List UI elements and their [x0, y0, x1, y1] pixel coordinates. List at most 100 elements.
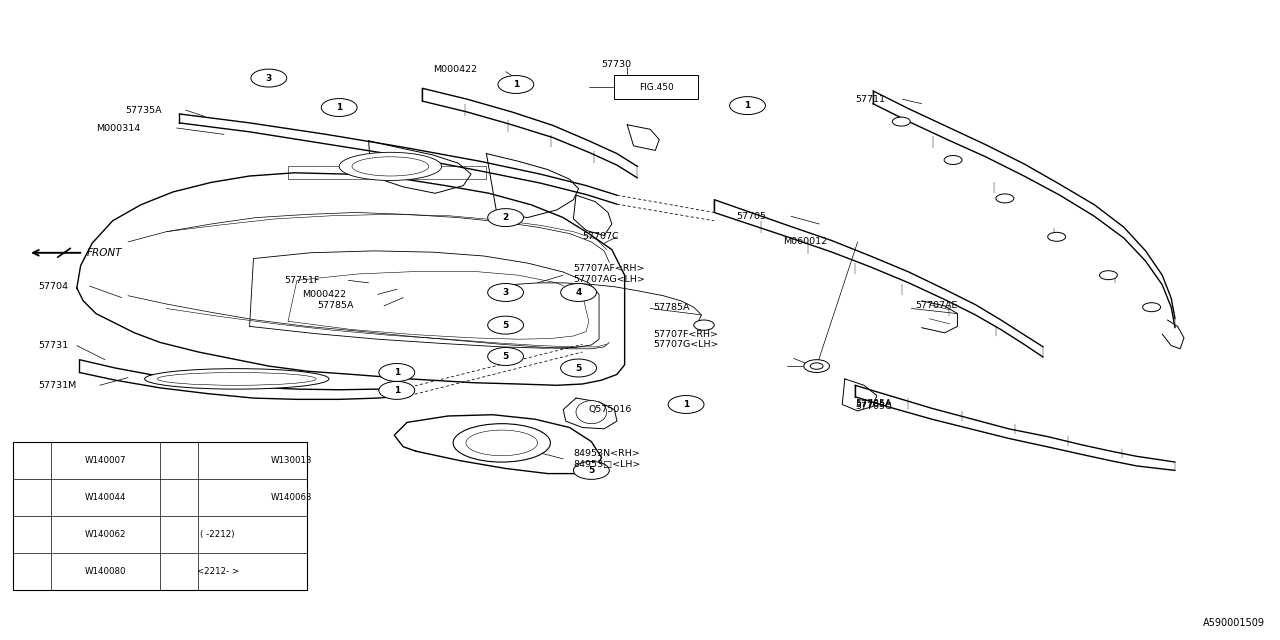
Circle shape	[488, 209, 524, 227]
Text: M000314: M000314	[96, 124, 141, 132]
Circle shape	[573, 461, 609, 479]
Text: 1: 1	[745, 101, 750, 110]
Text: 57785A: 57785A	[855, 399, 892, 408]
Circle shape	[201, 452, 234, 468]
Circle shape	[500, 216, 512, 222]
Circle shape	[385, 367, 408, 378]
Circle shape	[494, 213, 517, 225]
Circle shape	[488, 316, 524, 334]
Text: Q575016: Q575016	[589, 405, 632, 414]
Text: 1: 1	[394, 368, 399, 377]
Circle shape	[500, 289, 512, 296]
Text: M000422: M000422	[302, 290, 346, 299]
Circle shape	[201, 489, 234, 506]
Circle shape	[385, 385, 408, 396]
Text: A590001509: A590001509	[1203, 618, 1265, 628]
Circle shape	[810, 363, 823, 369]
Text: 57730: 57730	[602, 60, 632, 68]
Text: 5: 5	[503, 321, 508, 330]
Text: 3: 3	[29, 530, 35, 539]
Circle shape	[328, 102, 351, 113]
Circle shape	[1143, 303, 1161, 312]
Circle shape	[321, 99, 357, 116]
Circle shape	[945, 156, 963, 164]
Ellipse shape	[576, 401, 607, 424]
Text: M060012: M060012	[783, 237, 827, 246]
Circle shape	[494, 351, 517, 362]
Circle shape	[694, 320, 714, 330]
Circle shape	[488, 348, 524, 365]
Circle shape	[257, 72, 280, 84]
Ellipse shape	[145, 369, 329, 389]
Circle shape	[742, 104, 753, 110]
Circle shape	[681, 402, 692, 408]
Text: M000422: M000422	[433, 65, 476, 74]
Text: 57707F<RH>: 57707F<RH>	[653, 330, 718, 339]
Circle shape	[736, 101, 759, 113]
Text: 1: 1	[394, 386, 399, 395]
Text: 5: 5	[503, 352, 508, 361]
Text: 4: 4	[215, 456, 220, 465]
Circle shape	[498, 76, 534, 93]
Text: W140062: W140062	[84, 530, 127, 539]
Text: 84953□<LH>: 84953□<LH>	[573, 460, 641, 468]
Text: 57731: 57731	[38, 341, 69, 350]
Text: W140080: W140080	[84, 567, 127, 576]
Text: 1: 1	[513, 80, 518, 89]
Text: 4: 4	[576, 288, 581, 297]
Circle shape	[251, 69, 287, 87]
Circle shape	[504, 79, 527, 90]
Circle shape	[1048, 232, 1066, 241]
Text: 57707G<LH>: 57707G<LH>	[653, 340, 718, 349]
Circle shape	[561, 284, 596, 301]
Circle shape	[996, 194, 1014, 203]
Text: 84953N<RH>: 84953N<RH>	[573, 449, 640, 458]
Circle shape	[392, 370, 402, 375]
Circle shape	[379, 364, 415, 381]
Circle shape	[567, 362, 590, 374]
Bar	[13, 442, 307, 590]
Ellipse shape	[157, 372, 316, 385]
Text: FIG.450: FIG.450	[639, 83, 675, 92]
Circle shape	[379, 381, 415, 399]
Text: 3: 3	[266, 74, 271, 83]
Circle shape	[334, 105, 346, 111]
Text: 5: 5	[576, 364, 581, 372]
Text: 57705C: 57705C	[855, 402, 892, 411]
Text: 57707C: 57707C	[582, 232, 620, 241]
Ellipse shape	[352, 157, 429, 176]
Circle shape	[500, 323, 512, 328]
Text: 3: 3	[503, 288, 508, 297]
Text: 57785A: 57785A	[317, 301, 355, 310]
Circle shape	[573, 365, 585, 371]
Text: W140007: W140007	[84, 456, 127, 465]
Text: 57705: 57705	[736, 212, 765, 221]
Text: 1: 1	[337, 103, 342, 112]
Circle shape	[15, 526, 49, 543]
Circle shape	[15, 489, 49, 506]
Circle shape	[488, 284, 524, 301]
Circle shape	[573, 289, 585, 296]
Text: W140044: W140044	[84, 493, 127, 502]
Circle shape	[675, 399, 698, 410]
Text: FRONT: FRONT	[87, 248, 123, 258]
Circle shape	[586, 467, 596, 474]
Circle shape	[511, 82, 522, 88]
Circle shape	[494, 287, 517, 298]
Text: 57707AG<LH>: 57707AG<LH>	[573, 275, 645, 284]
Ellipse shape	[339, 152, 442, 180]
Text: 5: 5	[215, 493, 220, 502]
Circle shape	[264, 76, 275, 81]
Text: 57785A: 57785A	[653, 303, 690, 312]
Text: 5: 5	[589, 466, 594, 475]
Text: 2: 2	[29, 493, 35, 502]
Circle shape	[567, 287, 590, 298]
Circle shape	[892, 117, 910, 126]
Bar	[614, 75, 698, 99]
Circle shape	[561, 359, 596, 377]
Text: 2: 2	[503, 213, 508, 222]
Circle shape	[580, 465, 603, 476]
Text: 57707AF<RH>: 57707AF<RH>	[573, 264, 645, 273]
Text: 57707AE: 57707AE	[915, 301, 957, 310]
Circle shape	[15, 526, 49, 543]
